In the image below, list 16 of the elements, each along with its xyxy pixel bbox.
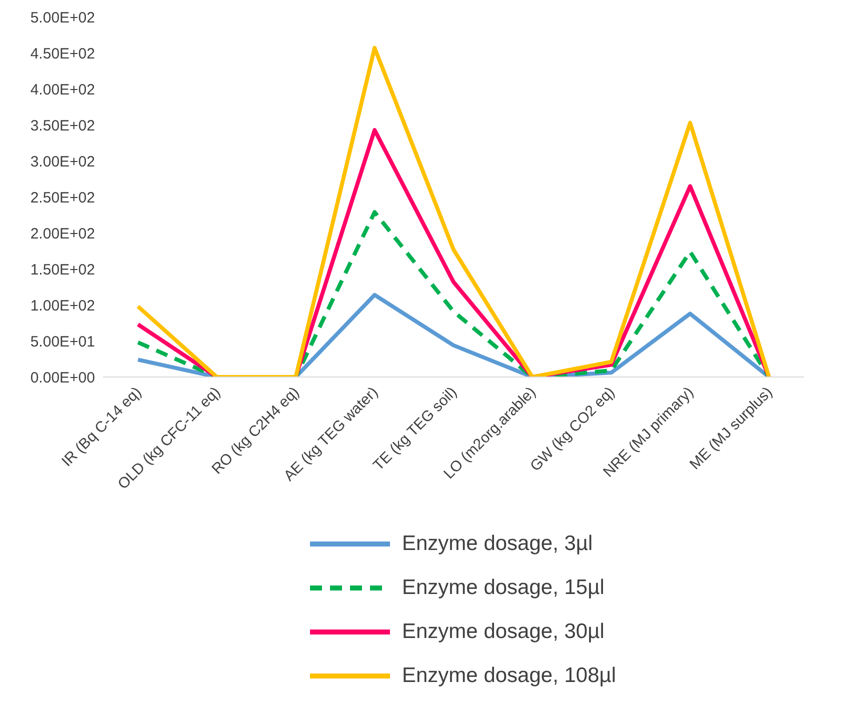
y-tick-label: 2.50E+02 [30, 189, 95, 206]
legend-label: Enzyme dosage, 30µl [402, 620, 604, 644]
y-tick-label: 1.00E+02 [30, 297, 95, 314]
y-tick-label: 1.50E+02 [30, 261, 95, 278]
y-tick-label: 4.50E+02 [30, 45, 95, 62]
y-tick-label: 5.00E+01 [30, 333, 95, 350]
y-tick-label: 3.00E+02 [30, 153, 95, 170]
y-tick-label: 2.00E+02 [30, 225, 95, 242]
y-tick-label: 4.00E+02 [30, 81, 95, 98]
y-tick-label: 0.00E+00 [30, 369, 95, 386]
legend-label: Enzyme dosage, 15µl [402, 576, 604, 600]
y-tick-label: 5.00E+02 [30, 9, 95, 26]
legend-label: Enzyme dosage, 3µl [402, 532, 593, 556]
line-series [136, 46, 771, 377]
y-tick-label: 3.50E+02 [30, 117, 95, 134]
legend-label: Enzyme dosage, 108µl [402, 664, 616, 688]
